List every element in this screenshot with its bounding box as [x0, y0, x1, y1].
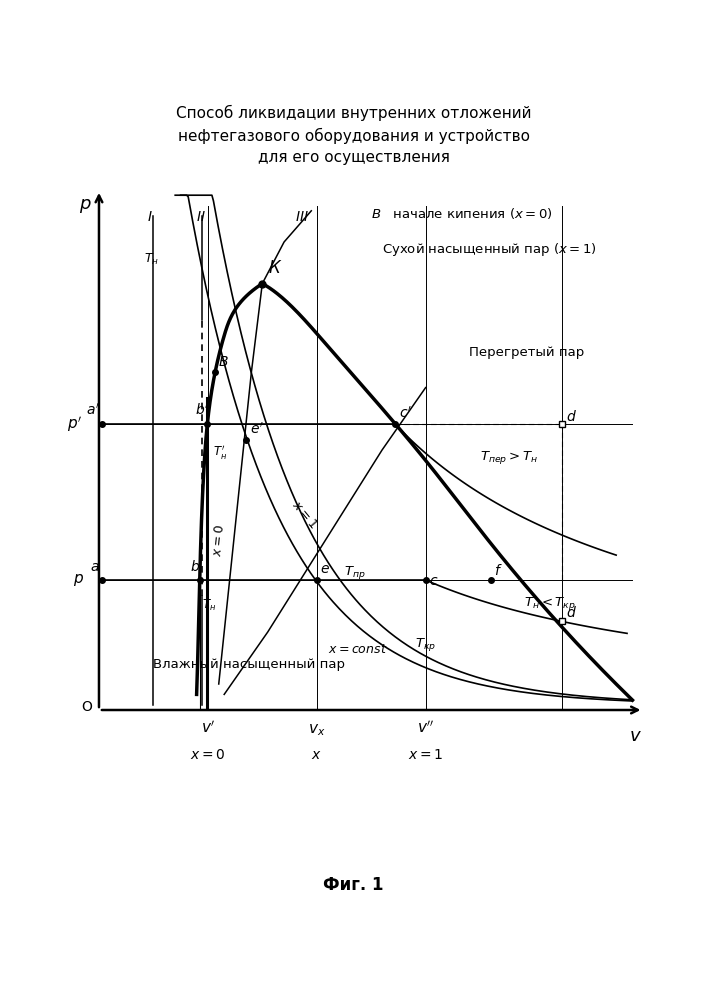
Text: $c'$: $c'$ [399, 406, 411, 421]
Text: $T_н < T_{кр}$: $T_н < T_{кр}$ [524, 595, 575, 612]
Text: $К$: $К$ [268, 259, 282, 277]
Text: Способ ликвидации внутренних отложений
нефтегазового оборудования и устройство
д: Способ ликвидации внутренних отложений н… [176, 105, 531, 165]
Text: $v''$: $v''$ [417, 720, 434, 736]
Text: $T_{пер} > T_н$: $T_{пер} > T_н$ [480, 450, 538, 466]
Text: $v$: $v$ [629, 727, 642, 745]
Text: $T_н$: $T_н$ [202, 598, 216, 613]
Text: O: O [81, 700, 93, 714]
Text: $p$: $p$ [73, 572, 84, 588]
Text: $b$: $b$ [190, 559, 200, 574]
Text: $a'$: $a'$ [86, 402, 99, 418]
Text: Фиг. 1: Фиг. 1 [323, 876, 384, 894]
Text: $T_{пр}$: $T_{пр}$ [344, 564, 366, 581]
Text: $d$: $d$ [566, 605, 577, 620]
Text: $B$: $B$ [218, 355, 229, 369]
Text: $v_x$: $v_x$ [308, 722, 325, 738]
Text: $x = 0$: $x = 0$ [190, 748, 226, 762]
Text: $T_н'$: $T_н'$ [213, 443, 227, 461]
Text: $p'$: $p'$ [67, 414, 83, 434]
Text: $B$   начале кипения $(x = 0)$: $B$ начале кипения $(x = 0)$ [371, 206, 553, 221]
Text: $p$: $p$ [79, 197, 92, 215]
Text: Перегретый пар: Перегретый пар [469, 346, 585, 359]
Text: $x=const$: $x=const$ [327, 643, 387, 656]
Text: $T_н$: $T_н$ [144, 252, 158, 267]
Text: $x = 1$: $x = 1$ [290, 498, 320, 531]
Text: $T_{кр}$: $T_{кр}$ [415, 636, 436, 653]
Text: $II$: $II$ [196, 210, 206, 224]
Text: $e'$: $e'$ [250, 422, 264, 437]
Text: $v'$: $v'$ [201, 720, 215, 736]
Text: $III$: $III$ [295, 210, 309, 224]
Text: $e$: $e$ [320, 562, 330, 576]
Text: $I$: $I$ [147, 210, 153, 224]
Text: $d$: $d$ [566, 409, 577, 424]
Text: Сухой насыщенный пар $(x = 1)$: Сухой насыщенный пар $(x = 1)$ [382, 241, 597, 258]
Text: $x = 1$: $x = 1$ [408, 748, 443, 762]
Text: Влажный насыщенный пар: Влажный насыщенный пар [153, 658, 346, 671]
Text: $b'$: $b'$ [195, 402, 210, 418]
Text: $c$: $c$ [429, 574, 438, 588]
Text: $a$: $a$ [90, 560, 100, 574]
Text: $x=0$: $x=0$ [211, 524, 226, 557]
Text: $x$: $x$ [311, 748, 322, 762]
Text: $f$: $f$ [494, 563, 503, 578]
